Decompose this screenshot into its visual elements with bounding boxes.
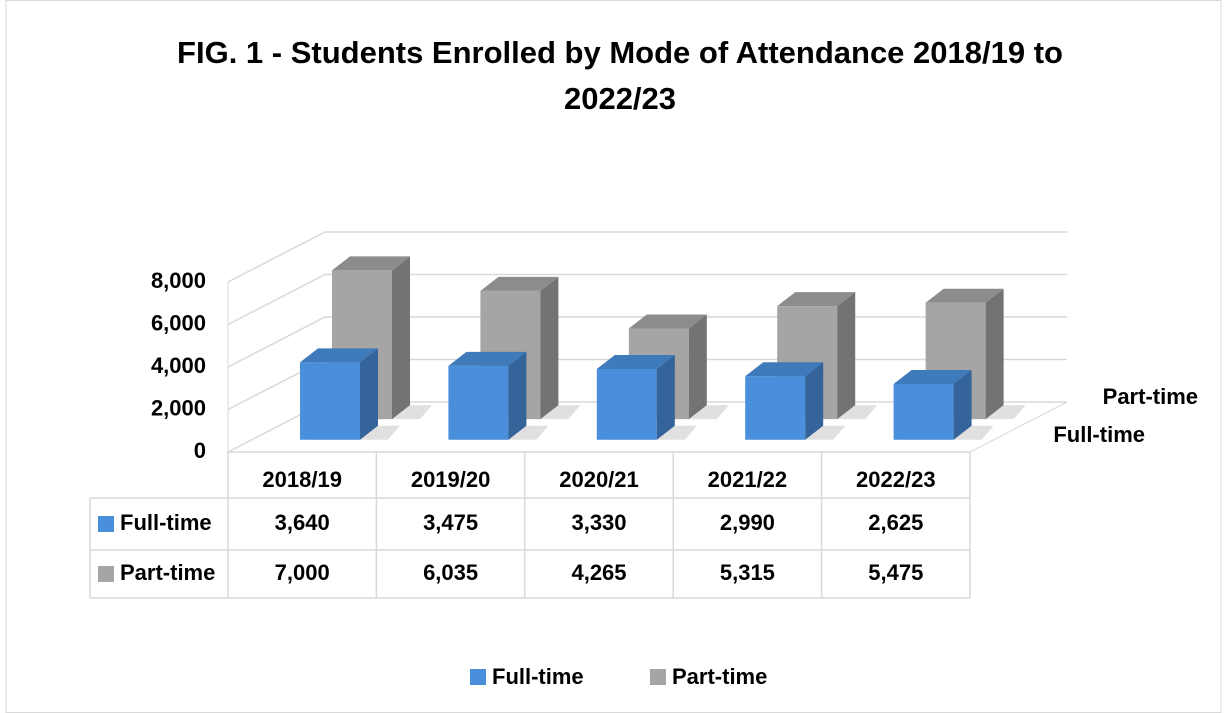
legend-key [470,669,486,685]
legend-key [650,669,666,685]
bar-front [893,383,954,440]
table-cell: 7,000 [275,560,330,585]
y-tick-label: 8,000 [151,268,206,293]
table-cell: 3,330 [571,510,626,535]
bar-side [985,288,1004,420]
bar-side [837,292,856,420]
x-tick-label: 2022/23 [856,467,936,492]
bar [893,369,994,440]
chart-title: FIG. 1 - Students Enrolled by Mode of At… [177,35,1063,116]
depth-axis-label: Part-time [1103,384,1198,409]
bar-side [360,348,379,440]
table-cell: 4,265 [571,560,626,585]
x-tick-label: 2019/20 [411,467,491,492]
x-tick-label: 2020/21 [559,467,639,492]
bar-side [540,276,559,420]
x-tick-label: 2018/19 [262,467,342,492]
bar-side [508,351,527,440]
grid-line [227,273,1067,326]
depth-axis-label: Full-time [1053,422,1145,447]
y-tick-label: 6,000 [151,310,206,335]
y-tick-label: 4,000 [151,353,206,378]
x-tick-label: 2021/22 [708,467,788,492]
bar-top [893,369,972,384]
bar [448,351,549,440]
table-legend-key [98,566,114,582]
bar-top [628,314,707,329]
bar [300,348,401,440]
bar-top [925,288,1004,303]
table-row-label: Part-time [120,560,215,585]
bar-side [392,256,411,420]
table-cell: 3,640 [275,510,330,535]
bar-top [777,292,856,307]
legend-label: Full-time [492,664,584,689]
table-cell: 5,475 [868,560,923,585]
y-tick-label: 0 [194,438,206,463]
bar-front [300,362,361,440]
bar-top [300,348,379,363]
table-cell: 3,475 [423,510,478,535]
bar-side [953,369,972,440]
bar-front [448,365,509,440]
bar-top [596,354,675,369]
bar-side [688,314,707,420]
bar-front [596,368,657,440]
bar-front [745,376,806,440]
bar-side [656,354,675,440]
grid-line [227,231,1067,283]
y-tick-label: 2,000 [151,395,206,420]
bar-top [480,276,559,291]
bar-top [448,351,527,366]
table-cell: 2,990 [720,510,775,535]
legend-label: Part-time [672,664,767,689]
bar-top [332,256,411,271]
bar [596,354,697,440]
table-cell: 5,315 [720,560,775,585]
table-row-label: Full-time [120,510,212,535]
bar-side [805,362,824,440]
table-cell: 2,625 [868,510,923,535]
table-legend-key [98,516,114,532]
table-cell: 6,035 [423,560,478,585]
bar [745,362,846,440]
bar-top [745,362,824,377]
